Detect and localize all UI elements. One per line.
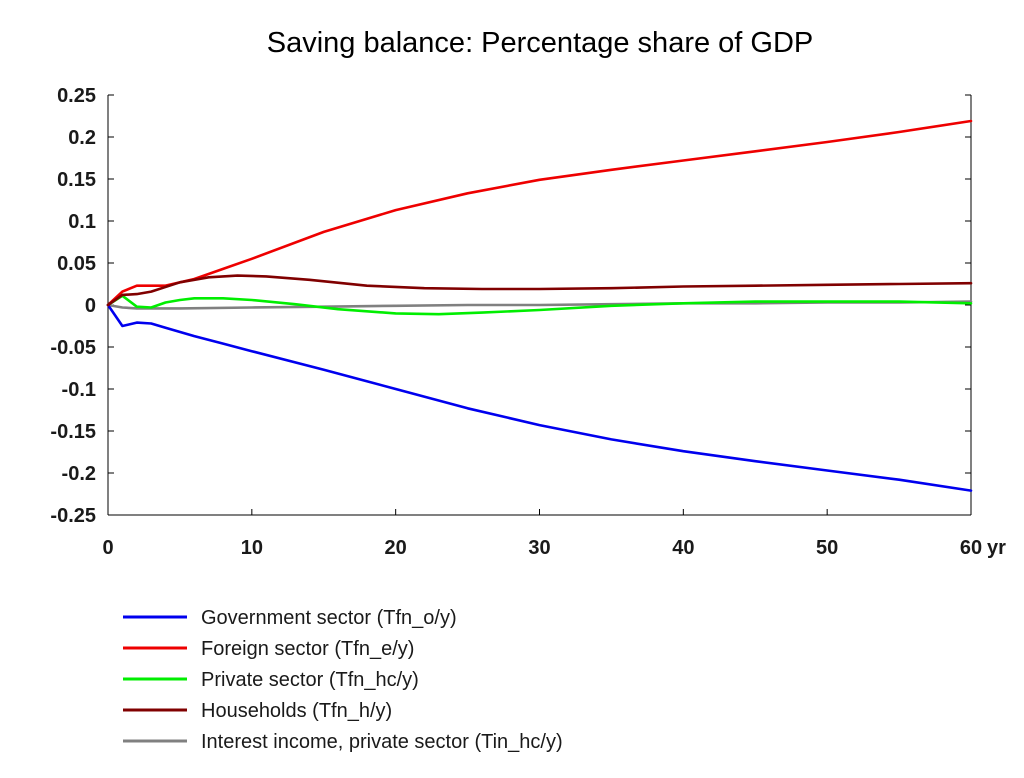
x-tick-label: 60 <box>960 537 982 559</box>
legend-label: Private sector (Tfn_hc/y) <box>201 669 419 691</box>
y-tick-label: -0.2 <box>62 463 96 485</box>
axes: 0.25 0.2 0.15 0.1 0.05 0 -0.05 -0.1 -0.15 -0.2 -0.… <box>50 85 1006 559</box>
series-lines <box>106 119 973 492</box>
y-tick-label: 0.25 <box>57 85 96 107</box>
y-tick-label: -0.15 <box>50 421 96 443</box>
y-tick-label: 0.15 <box>57 169 96 191</box>
legend: Government sector (Tfn_o/y) Foreign secto… <box>123 607 563 753</box>
legend-label: Government sector (Tfn_o/y) <box>201 607 457 629</box>
series-line-4 <box>106 274 973 307</box>
series-line-1 <box>106 303 973 492</box>
y-tick-label: -0.1 <box>62 379 96 401</box>
chart-title: Saving balance: Percentage share of GDP <box>267 27 814 59</box>
y-tick-label: 0.1 <box>68 211 96 233</box>
x-tick-label: 50 <box>816 537 838 559</box>
y-tick-label: 0.05 <box>57 253 96 275</box>
x-tick-label: 20 <box>385 537 407 559</box>
x-tick-label: 0 <box>102 537 113 559</box>
series-line-3 <box>106 294 973 316</box>
series-line-2 <box>106 119 973 307</box>
legend-label: Interest income, private sector (Tin_hc/… <box>201 731 563 753</box>
x-tick-label: 40 <box>672 537 694 559</box>
y-tick-label: 0 <box>85 295 96 317</box>
y-tick-label: 0.2 <box>68 127 96 149</box>
legend-label: Households (Tfn_h/y) <box>201 700 392 722</box>
y-tick-label: -0.25 <box>50 505 96 527</box>
x-unit-label: yr <box>987 537 1006 559</box>
y-tick-label: -0.05 <box>50 337 96 359</box>
legend-label: Foreign sector (Tfn_e/y) <box>201 638 414 660</box>
x-tick-label: 10 <box>241 537 263 559</box>
x-tick-label: 30 <box>528 537 550 559</box>
